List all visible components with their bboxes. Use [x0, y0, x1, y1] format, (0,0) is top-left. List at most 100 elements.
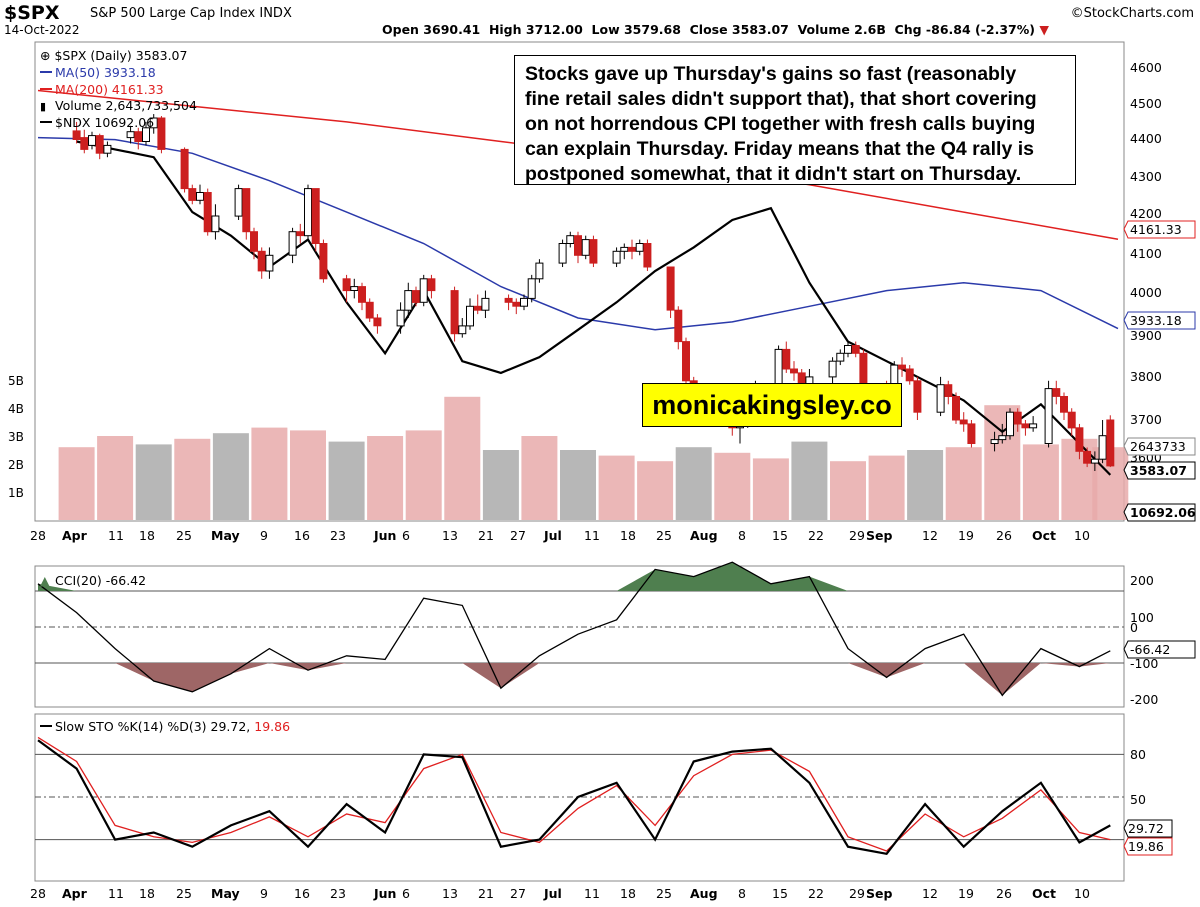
candle-body — [211, 215, 220, 233]
x-tick: 27 — [510, 528, 526, 543]
ma200-tag: 4161.33 — [1130, 222, 1182, 237]
price-tick: 3900 — [1130, 328, 1162, 343]
x-tick: Oct — [1032, 528, 1056, 543]
candle-body — [142, 127, 150, 143]
close-tag-shape — [1123, 461, 1196, 480]
legend-volume-icon: ▮ — [40, 100, 46, 113]
candle-body — [905, 368, 914, 382]
x-tick-bottom: 29 — [849, 886, 865, 901]
sto-d-curve — [37, 736, 1111, 852]
volume-bars — [58, 396, 1129, 520]
exchange-label: INDX — [259, 6, 292, 21]
cci-tag-shape — [1123, 640, 1196, 659]
ndx-tag-shape — [1123, 503, 1196, 522]
volume-bar — [791, 441, 828, 520]
sto-legend-main: Slow STO %K(14) %D(3) 29.72, — [55, 719, 254, 734]
candle-body — [520, 297, 528, 307]
x-tick: 16 — [294, 528, 310, 543]
candle-body — [1052, 388, 1061, 397]
x-axis-bottom: 28 Apr 11 18 25 May 9 16 23 Jun 6 13 21 … — [30, 886, 1090, 901]
x-tick-bottom: Sep — [866, 886, 892, 901]
cci-legend-icon: ▲ — [40, 573, 50, 588]
candle-body — [1090, 458, 1099, 464]
candle-body — [790, 368, 798, 374]
x-tick-bottom: Jun — [373, 886, 396, 901]
quote-values: Open 3690.41 High 3712.00 Low 3579.68 Cl… — [382, 22, 1035, 37]
x-tick: 12 — [922, 528, 938, 543]
volume-bar — [675, 447, 712, 520]
volume-tag-shape — [1123, 437, 1196, 456]
price-tick: 4600 — [1130, 60, 1162, 75]
volume-tag: 2643733 — [1130, 439, 1186, 454]
candle-body — [473, 305, 482, 311]
volume-tick: 4B — [8, 402, 24, 416]
price-tags: 4161.33 3933.18 3600 2643733 3583.07 106… — [1123, 220, 1196, 522]
candle-body — [95, 135, 104, 154]
candle-body — [1044, 388, 1053, 445]
legend-ndx: $NDX 10692.06 — [55, 115, 154, 130]
price-tick: 3800 — [1130, 369, 1162, 384]
candle-body — [628, 246, 636, 252]
volume-bar — [830, 461, 866, 520]
legend-ma50: MA(50) 3933.18 — [55, 65, 156, 80]
header-bar: $SPX S&P 500 Large Cap Index INDX ©Stock… — [4, 2, 1194, 37]
x-tick: 18 — [620, 528, 636, 543]
x-tick: 21 — [478, 528, 494, 543]
candle-body — [450, 290, 459, 335]
x-tick: 15 — [772, 528, 788, 543]
cci-tick: -100 — [1130, 656, 1158, 671]
price-tick: 4100 — [1130, 246, 1162, 261]
sto-k-tag: 29.72 — [1128, 821, 1164, 836]
candle-body — [782, 348, 791, 370]
volume-bar — [135, 444, 172, 520]
candle-body — [72, 130, 81, 140]
candle-body — [234, 188, 243, 217]
volume-bar — [405, 430, 442, 520]
x-tick: 11 — [108, 528, 124, 543]
x-tick: 10 — [1074, 528, 1090, 543]
x-tick: Jun — [373, 528, 396, 543]
x-tick-bottom: 11 — [584, 886, 600, 901]
candle-body — [635, 243, 644, 252]
cci-tick: 200 — [1130, 573, 1154, 588]
volume-tick: 5B — [8, 374, 24, 388]
candle-body — [242, 188, 251, 233]
sto-legend-d: 19.86 — [254, 719, 290, 734]
x-tick-bottom: 19 — [958, 886, 974, 901]
volume-bar — [367, 436, 404, 520]
index-full-name: S&P 500 Large Cap Index — [90, 6, 256, 21]
candle-body — [1075, 427, 1084, 452]
candle-body — [566, 235, 575, 244]
candle-body — [574, 235, 582, 256]
candle-body — [350, 286, 359, 292]
candle-body — [1013, 411, 1022, 425]
legend-ma200: MA(200) 4161.33 — [55, 82, 164, 97]
price-tick: 4300 — [1130, 169, 1162, 184]
sto-tick: 50 — [1130, 792, 1146, 807]
candle-body — [365, 301, 374, 319]
x-tick: 22 — [808, 528, 824, 543]
volume-tick: 1B — [8, 486, 24, 500]
candle-body — [967, 423, 976, 444]
candle-body — [620, 246, 629, 252]
symbol-title: $SPX — [4, 2, 60, 24]
x-tick-bottom: 6 — [402, 886, 410, 901]
candle-body — [304, 188, 312, 237]
volume-bar — [328, 441, 365, 520]
commentary-box: Stocks gave up Thursday's gains so fast … — [514, 55, 1076, 185]
cci-labels: ▲ CCI(20) -66.42 200 100 0 -100 -200 -66… — [40, 573, 1196, 707]
brand-watermark[interactable]: monicakingsley.co — [642, 383, 902, 427]
candle-body — [1098, 435, 1107, 460]
volume-bar — [212, 433, 249, 520]
candle-body — [203, 192, 212, 233]
cci-tick: -200 — [1130, 692, 1158, 707]
ma50-tag-shape — [1123, 311, 1196, 330]
volume-bar — [58, 447, 95, 520]
ma50-line — [37, 136, 1119, 331]
candle-body — [481, 297, 490, 311]
commentary-line: on not horrendous CPI together with fres… — [525, 113, 1036, 135]
watermark[interactable]: ©StockCharts.com — [1070, 6, 1194, 21]
candle-body — [682, 341, 690, 382]
x-tick: 29 — [849, 528, 865, 543]
